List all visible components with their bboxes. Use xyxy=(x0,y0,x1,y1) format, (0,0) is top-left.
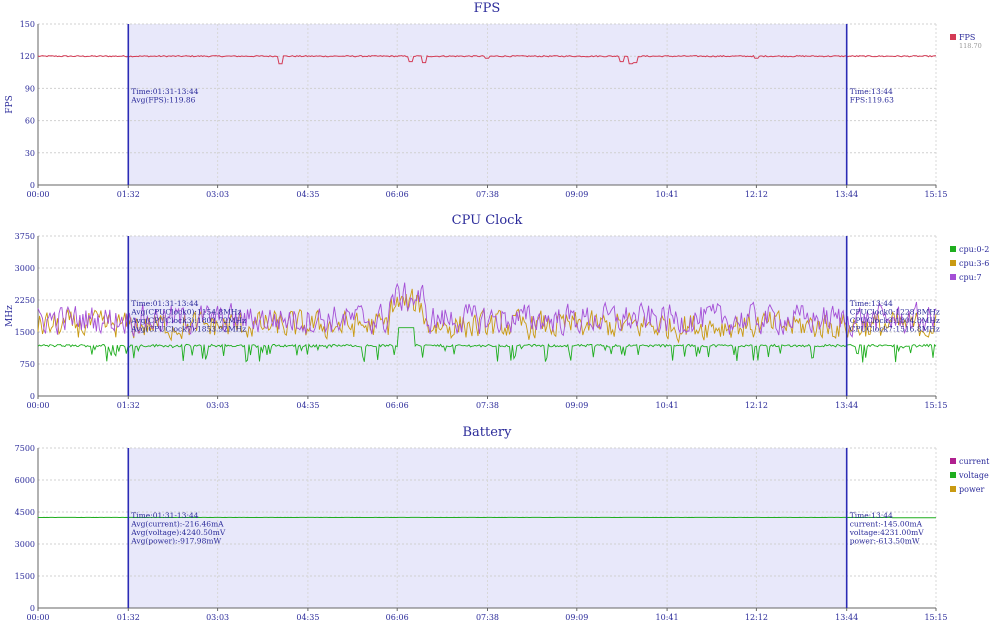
x-tick-label: 01:32 xyxy=(117,190,140,199)
chart-title: Battery xyxy=(462,425,512,440)
legend-label: current xyxy=(959,457,990,466)
y-tick-label: 120 xyxy=(20,52,35,61)
legend-label: FPS xyxy=(959,33,975,42)
range-annotation-line: Time:01:31-13:44 xyxy=(131,87,198,96)
x-tick-label: 06:06 xyxy=(386,190,409,199)
chart-title: FPS xyxy=(474,1,501,16)
y-tick-label: 1500 xyxy=(15,328,35,337)
chart-title: CPU Clock xyxy=(452,213,523,228)
range-annotation-line: Avg(CPUClock3):1802.72MHz xyxy=(130,316,246,325)
y-tick-label: 2250 xyxy=(15,296,35,305)
range-annotation-line: Time:01:31-13:44 xyxy=(131,511,198,520)
y-tick-label: 60 xyxy=(25,117,35,126)
range-annotation-line: Avg(voltage):4240.50mV xyxy=(130,528,226,537)
legend-label: cpu:7 xyxy=(959,273,982,282)
x-tick-label: 03:03 xyxy=(206,613,229,622)
legend-swatch xyxy=(950,246,956,252)
x-tick-label: 10:41 xyxy=(656,190,679,199)
cursor-annotation-line: Time:13:44 xyxy=(850,299,893,308)
cursor-annotation-line: Time:13:44 xyxy=(850,511,893,520)
x-tick-label: 01:32 xyxy=(117,401,140,410)
x-tick-label: 00:00 xyxy=(26,190,49,199)
x-tick-label: 12:12 xyxy=(745,613,768,622)
y-tick-label: 90 xyxy=(25,84,35,93)
legend-swatch xyxy=(950,274,956,280)
legend-swatch xyxy=(950,472,956,478)
series-line-fps xyxy=(37,54,937,65)
x-tick-label: 07:38 xyxy=(476,613,499,622)
cursor-annotation-line: FPS:119.63 xyxy=(850,96,894,105)
legend-value: 118.70 xyxy=(959,42,982,50)
chart-panel-2: Battery 0 1500 3000 4500 6000 7500 00:00 01:32 03… xyxy=(15,425,991,622)
cursor-annotation-line: Time:13:44 xyxy=(850,87,893,96)
x-tick-label: 15:15 xyxy=(924,190,947,199)
x-tick-label: 13:44 xyxy=(835,190,858,199)
cursor-annotation-line: CPUClock3:1804.8MHz xyxy=(850,316,940,325)
x-tick-label: 10:41 xyxy=(656,401,679,410)
range-annotation-line: Avg(FPS):119.86 xyxy=(130,96,195,105)
y-tick-label: 150 xyxy=(20,20,35,29)
y-axis-label: MHz xyxy=(5,305,15,327)
legend-label: cpu:0-2 xyxy=(959,245,989,254)
legend-label: power xyxy=(959,485,985,494)
range-annotation-line: Avg(CPUClock0):1154.8MHz xyxy=(130,308,241,317)
legend-swatch xyxy=(950,458,956,464)
range-annotation-line: Avg(CPUClock7):1853.92MHz xyxy=(130,325,246,334)
cursor-annotation-line: CPUClock7:1516.8MHz xyxy=(850,325,940,334)
x-tick-label: 09:09 xyxy=(565,190,588,199)
y-tick-label: 0 xyxy=(30,181,35,190)
x-tick-label: 09:09 xyxy=(565,613,588,622)
legend-swatch xyxy=(950,486,956,492)
y-tick-label: 0 xyxy=(30,392,35,401)
x-tick-label: 04:35 xyxy=(296,401,319,410)
y-tick-label: 1500 xyxy=(15,572,35,581)
chart-panel-1: CPU Clock 0 750 1500 2250 3000 3750 00:00 01:32 0… xyxy=(5,213,989,410)
x-tick-label: 10:41 xyxy=(656,613,679,622)
x-tick-label: 04:35 xyxy=(296,190,319,199)
legend-label: cpu:3-6 xyxy=(959,259,989,268)
x-tick-label: 01:32 xyxy=(117,613,140,622)
x-tick-label: 07:38 xyxy=(476,190,499,199)
series-line-cpu-3-6 xyxy=(37,288,937,344)
range-annotation-line: Time:01:31-13:44 xyxy=(131,299,198,308)
series-line-cpu-7 xyxy=(37,282,937,338)
cursor-annotation-line: current:-145.00mA xyxy=(850,520,923,529)
y-tick-label: 7500 xyxy=(15,444,35,453)
y-tick-label: 0 xyxy=(30,604,35,613)
x-tick-label: 03:03 xyxy=(206,401,229,410)
cursor-annotation-line: CPUClock0:1228.8MHz xyxy=(850,308,940,317)
x-tick-label: 12:12 xyxy=(745,190,768,199)
y-tick-label: 3750 xyxy=(15,232,35,241)
chart-panel-0: FPS 0 30 60 90 120 150 00:00 01:32 03:03 04:35 06:0… xyxy=(5,1,982,199)
y-axis-label: FPS xyxy=(5,95,15,113)
range-annotation-line: Avg(current):-216.46mA xyxy=(130,520,224,529)
x-tick-label: 04:35 xyxy=(296,613,319,622)
x-tick-label: 03:03 xyxy=(206,190,229,199)
y-tick-label: 4500 xyxy=(15,508,35,517)
series-line-cpu-0-2 xyxy=(37,327,937,363)
y-tick-label: 3000 xyxy=(15,540,35,549)
x-tick-label: 15:15 xyxy=(924,401,947,410)
x-tick-label: 12:12 xyxy=(745,401,768,410)
x-tick-label: 13:44 xyxy=(835,613,858,622)
x-tick-label: 15:15 xyxy=(924,613,947,622)
x-tick-label: 07:38 xyxy=(476,401,499,410)
x-tick-label: 13:44 xyxy=(835,401,858,410)
x-tick-label: 00:00 xyxy=(26,401,49,410)
cursor-annotation-line: voltage:4231.00mV xyxy=(849,528,925,537)
range-annotation-line: Avg(power):-917.98mW xyxy=(130,537,221,546)
x-tick-label: 09:09 xyxy=(565,401,588,410)
x-tick-label: 06:06 xyxy=(386,613,409,622)
y-tick-label: 6000 xyxy=(15,476,35,485)
legend-swatch xyxy=(950,34,956,40)
legend-swatch xyxy=(950,260,956,266)
cursor-annotation-line: power:-613.50mW xyxy=(850,537,920,546)
x-tick-label: 06:06 xyxy=(386,401,409,410)
x-tick-label: 00:00 xyxy=(26,613,49,622)
legend-label: voltage xyxy=(958,471,989,480)
y-tick-label: 3000 xyxy=(15,264,35,273)
y-tick-label: 750 xyxy=(20,360,35,369)
y-tick-label: 30 xyxy=(25,149,35,158)
